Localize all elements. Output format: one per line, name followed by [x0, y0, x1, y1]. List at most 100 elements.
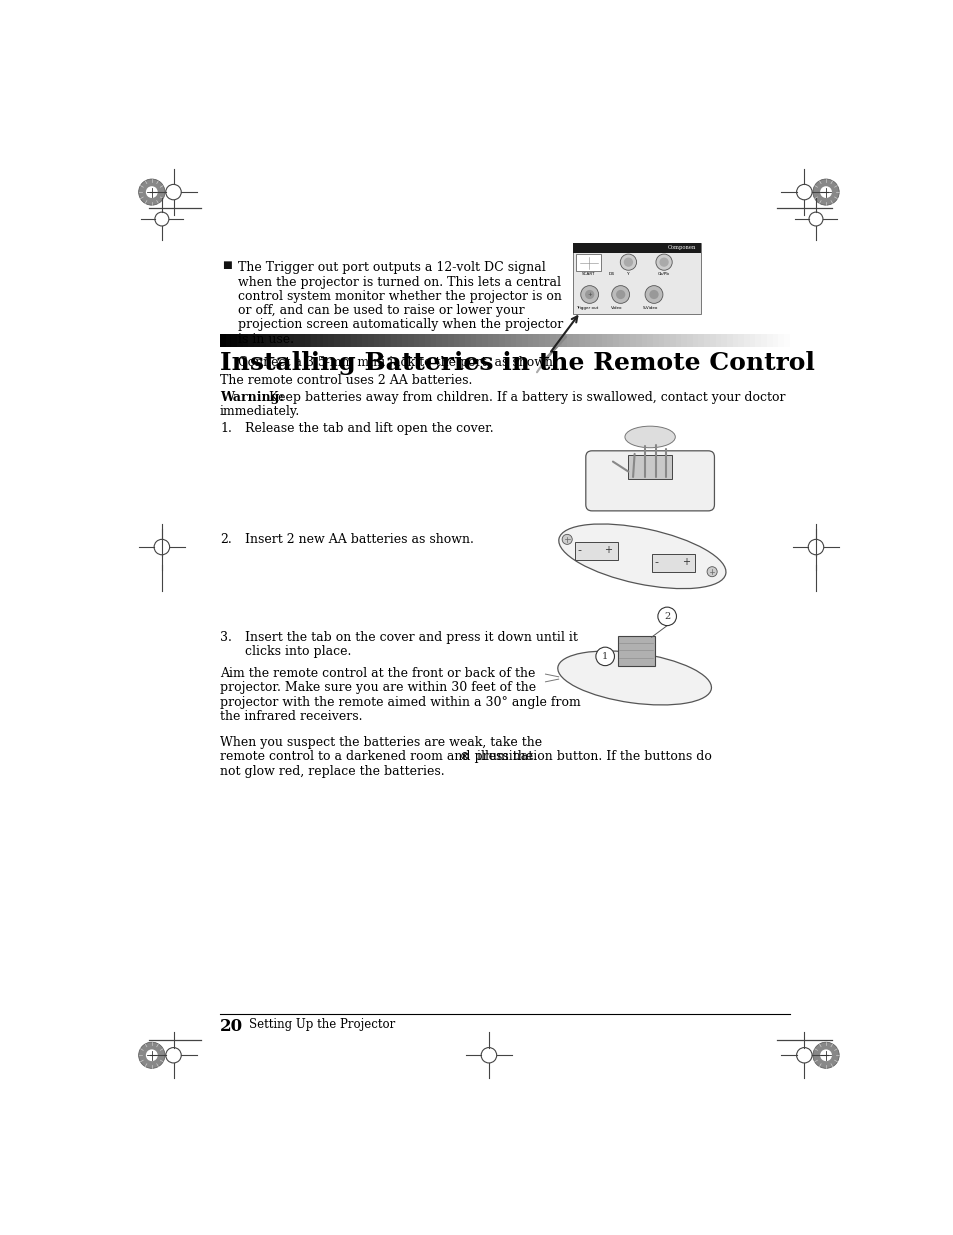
Bar	[232, 333, 237, 347]
Bar	[630, 333, 635, 347]
Text: illumination button. If the buttons do: illumination button. If the buttons do	[473, 751, 712, 763]
Bar	[692, 333, 698, 347]
Text: +: +	[681, 557, 690, 567]
Text: -: -	[654, 557, 659, 567]
Bar	[698, 333, 703, 347]
Bar	[618, 333, 624, 347]
Bar	[385, 333, 391, 347]
Text: Release the tab and lift open the cover.: Release the tab and lift open the cover.	[245, 422, 493, 435]
Bar	[419, 333, 425, 347]
Text: when the projector is turned on. This lets a central: when the projector is turned on. This le…	[237, 275, 560, 289]
Text: projector. Make sure you are within 30 feet of the: projector. Make sure you are within 30 f…	[220, 682, 536, 694]
Bar	[299, 333, 305, 347]
Circle shape	[644, 285, 662, 304]
Circle shape	[138, 179, 165, 205]
Bar	[550, 333, 556, 347]
Bar	[743, 333, 749, 347]
Text: -: -	[577, 545, 580, 556]
Bar	[726, 333, 732, 347]
Text: Trigger out: Trigger out	[576, 306, 598, 310]
Bar	[584, 333, 590, 347]
Bar	[476, 333, 481, 347]
FancyBboxPatch shape	[585, 451, 714, 511]
Text: +: +	[603, 545, 612, 556]
Bar	[572, 243, 700, 314]
Text: The Trigger out port outputs a 12-volt DC signal: The Trigger out port outputs a 12-volt D…	[237, 262, 545, 274]
Text: Insert the tab on the cover and press it down until it: Insert the tab on the cover and press it…	[245, 631, 578, 643]
Text: 2.: 2.	[220, 534, 232, 546]
Bar	[766, 333, 772, 347]
Bar	[345, 333, 351, 347]
Bar	[635, 333, 640, 347]
Circle shape	[649, 290, 658, 299]
Bar	[431, 333, 436, 347]
Bar	[265, 333, 271, 347]
Text: The remote control uses 2 AA batteries.: The remote control uses 2 AA batteries.	[220, 374, 472, 387]
Bar	[316, 333, 322, 347]
Bar	[556, 333, 561, 347]
Text: immediately.: immediately.	[220, 405, 300, 417]
Bar	[487, 333, 493, 347]
Bar	[282, 333, 288, 347]
Bar	[248, 333, 253, 347]
Bar	[652, 333, 658, 347]
Text: SCART: SCART	[581, 272, 595, 277]
Bar	[652, 555, 695, 573]
Bar	[607, 333, 613, 347]
Circle shape	[658, 608, 676, 626]
Bar	[575, 542, 617, 561]
Text: ■: ■	[221, 262, 231, 270]
Bar	[663, 333, 669, 347]
Text: Cb/Pb: Cb/Pb	[658, 272, 669, 277]
Bar	[709, 333, 715, 347]
Bar	[628, 454, 671, 479]
Circle shape	[146, 186, 157, 198]
Bar	[538, 333, 544, 347]
Bar	[294, 333, 299, 347]
Bar	[783, 333, 789, 347]
Bar	[374, 333, 379, 347]
Bar	[408, 333, 414, 347]
Text: Aim the remote control at the front or back of the: Aim the remote control at the front or b…	[220, 667, 535, 680]
Bar	[686, 333, 692, 347]
Bar	[601, 333, 607, 347]
Bar	[414, 333, 419, 347]
Bar	[760, 333, 766, 347]
Bar	[778, 333, 783, 347]
Bar	[617, 636, 654, 666]
Bar	[533, 333, 538, 347]
Bar	[646, 333, 652, 347]
Text: control system monitor whether the projector is on: control system monitor whether the proje…	[237, 290, 561, 303]
Bar	[578, 333, 584, 347]
Bar	[368, 333, 374, 347]
Circle shape	[580, 285, 598, 304]
Ellipse shape	[558, 651, 711, 705]
Text: Installing Batteries in the Remote Control: Installing Batteries in the Remote Contr…	[220, 351, 814, 374]
Circle shape	[146, 1050, 157, 1061]
Bar	[356, 333, 362, 347]
Bar	[402, 333, 408, 347]
Bar	[567, 333, 573, 347]
Bar	[493, 333, 498, 347]
Text: 3.: 3.	[220, 631, 232, 643]
Bar	[253, 333, 259, 347]
Text: Video: Video	[611, 306, 622, 310]
Text: not glow red, replace the batteries.: not glow red, replace the batteries.	[220, 764, 444, 778]
Text: Componen: Componen	[667, 246, 696, 251]
Circle shape	[812, 179, 839, 205]
Bar	[573, 333, 578, 347]
Text: +: +	[587, 291, 592, 296]
Circle shape	[561, 535, 572, 545]
Bar	[561, 333, 567, 347]
Text: Connect a 3.5-mm mini jack to the port, as shown.: Connect a 3.5-mm mini jack to the port, …	[237, 356, 557, 369]
Bar	[379, 333, 385, 347]
Bar	[242, 333, 248, 347]
Bar	[276, 333, 282, 347]
Bar	[738, 333, 743, 347]
Text: is in use.: is in use.	[237, 332, 294, 346]
Bar	[334, 333, 339, 347]
Text: 1.: 1.	[220, 422, 232, 435]
Text: 2: 2	[663, 611, 670, 621]
Circle shape	[584, 290, 594, 299]
Bar	[680, 333, 686, 347]
